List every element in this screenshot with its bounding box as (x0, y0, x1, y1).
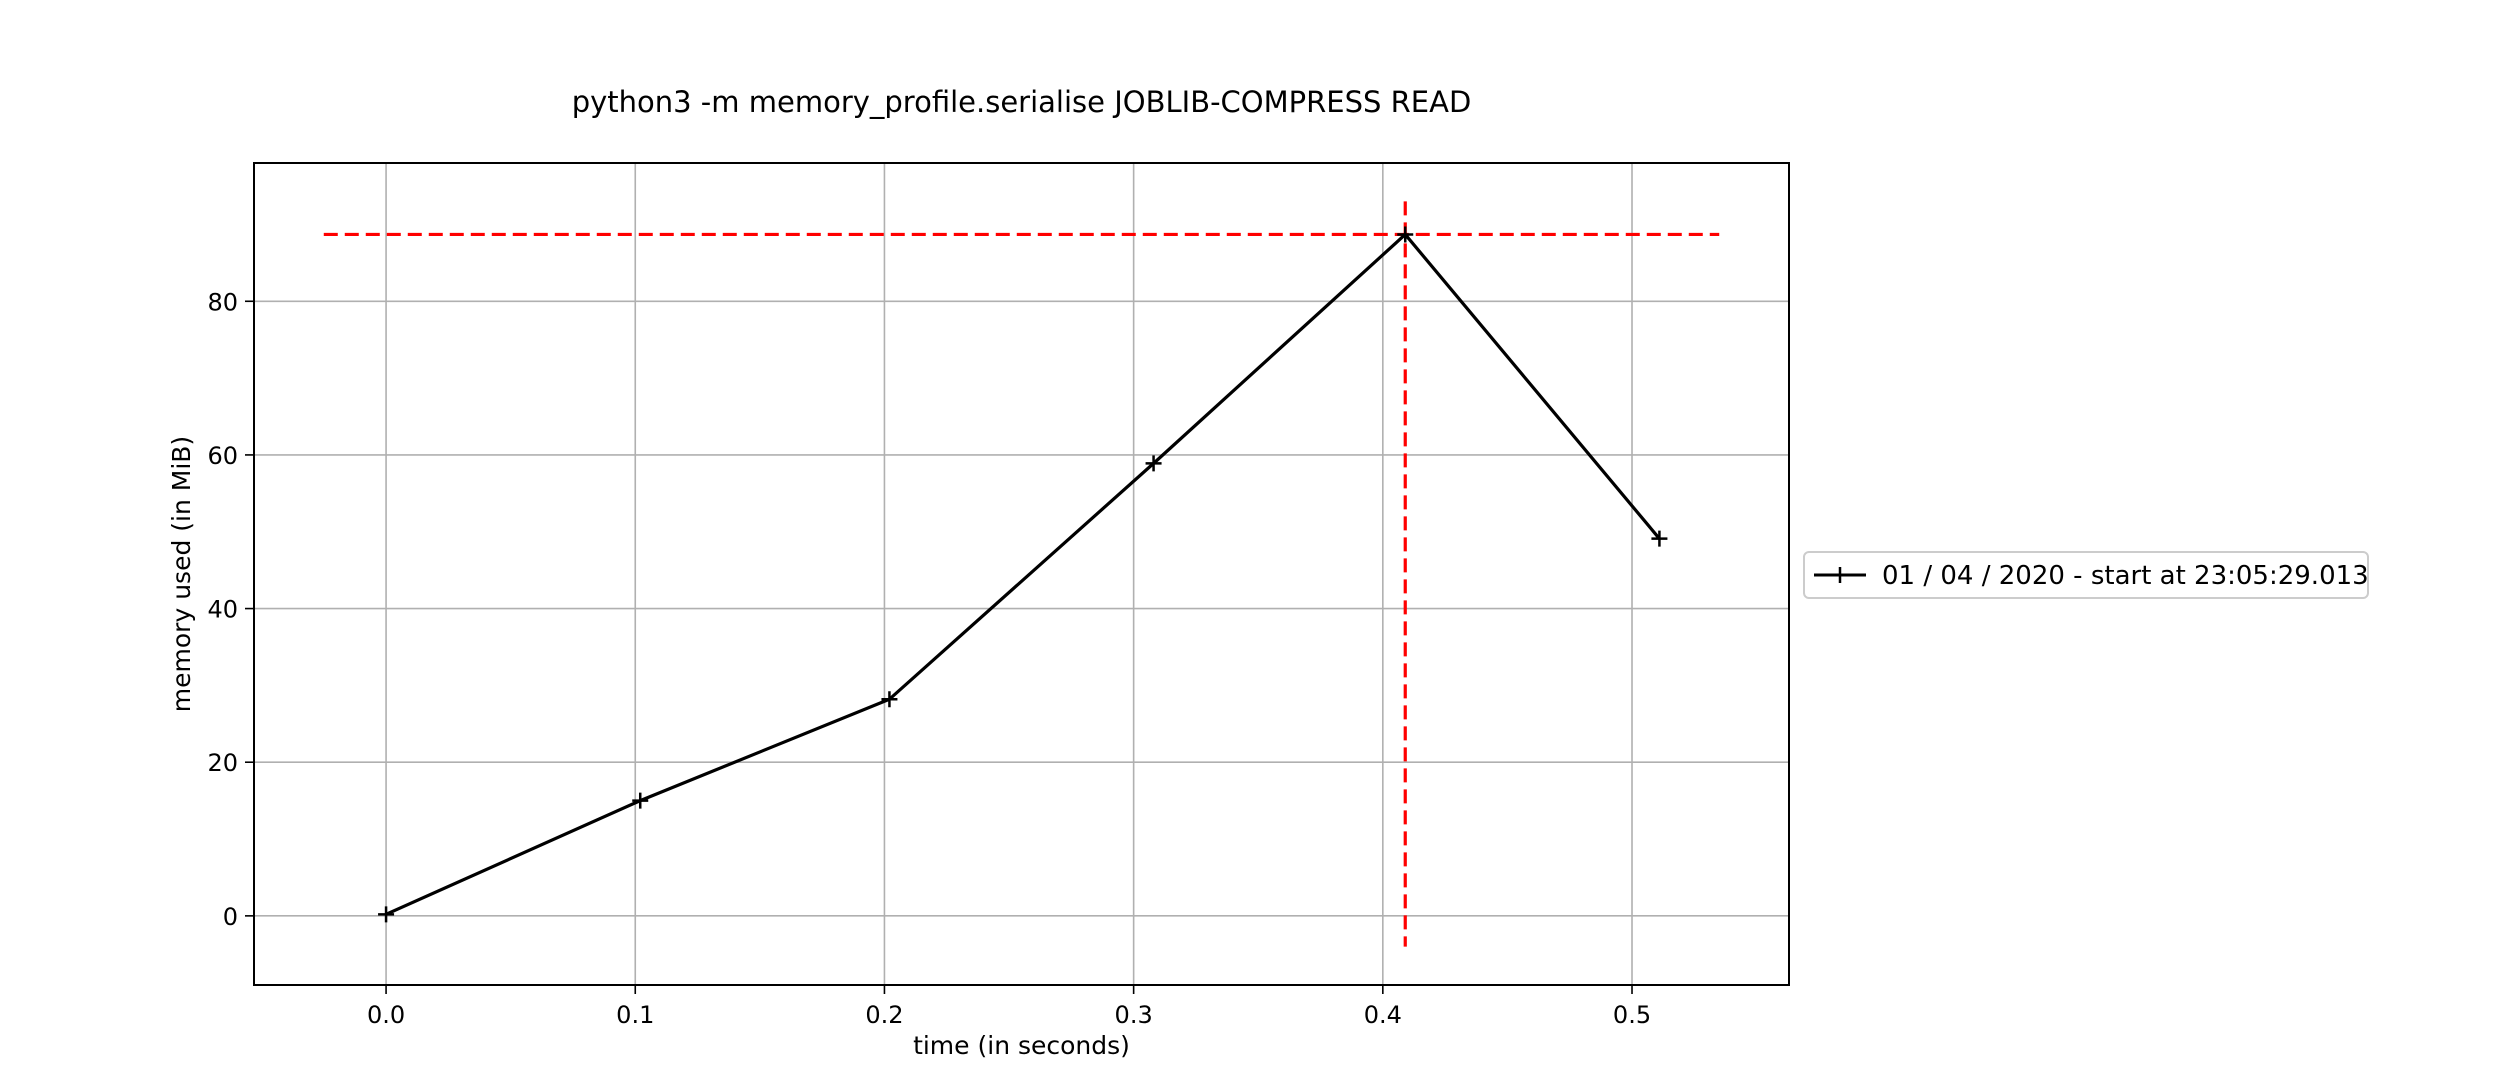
data-point-marker (1651, 530, 1668, 547)
legend-plus-marker (1832, 567, 1848, 583)
legend-box (1803, 551, 2369, 599)
series-layer (378, 226, 1668, 923)
legend-entry-label: 01 / 04 / 2020 - start at 23:05:29.013 (1882, 561, 2369, 591)
legend: 01 / 04 / 2020 - start at 23:05:29.013 (1803, 551, 2369, 599)
grid-lines (254, 163, 1789, 985)
x-tick-label: 0.5 (1613, 1001, 1651, 1029)
axis-ticks: 0.0 0.1 0.2 0.3 0.4 0.5 0 20 40 60 80 (207, 288, 1651, 1029)
x-tick-label: 0.1 (616, 1001, 654, 1029)
y-tick-label: 40 (207, 596, 238, 624)
y-tick-label: 0 (223, 903, 238, 931)
data-point-marker (1145, 455, 1162, 472)
series-line (385, 232, 1661, 916)
plot-frame (253, 162, 1790, 986)
x-tick-label: 0.3 (1115, 1001, 1153, 1029)
peak-markers (323, 201, 1720, 947)
x-tick-label: 0.0 (367, 1001, 405, 1029)
x-tick-label: 0.2 (865, 1001, 903, 1029)
y-tick-label: 20 (207, 749, 238, 777)
y-tick-label: 80 (207, 288, 238, 316)
x-axis-label: time (in seconds) (913, 1031, 1130, 1060)
data-point-marker (881, 691, 898, 708)
x-tick-label: 0.4 (1364, 1001, 1402, 1029)
data-point-marker (1397, 226, 1414, 243)
chart-title: python3 -m memory_profile.serialise JOBL… (572, 85, 1472, 119)
y-axis-label: memory used (in MiB) (167, 436, 196, 712)
data-point-marker (632, 792, 649, 809)
y-tick-label: 60 (207, 442, 238, 470)
data-point-marker (378, 906, 395, 923)
